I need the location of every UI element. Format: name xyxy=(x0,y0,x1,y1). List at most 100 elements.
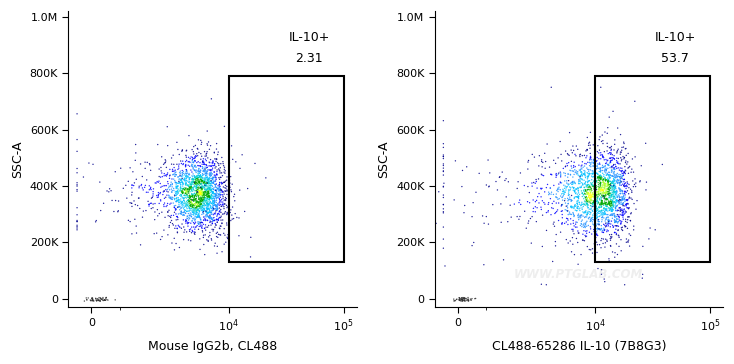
Point xyxy=(196,182,208,188)
Point xyxy=(192,203,203,209)
Point xyxy=(204,171,216,177)
Point xyxy=(209,211,221,217)
Point xyxy=(197,180,209,186)
Point xyxy=(196,184,208,190)
Point xyxy=(572,185,584,191)
Point xyxy=(181,200,193,206)
Point xyxy=(591,209,603,214)
Point xyxy=(586,246,598,252)
Point xyxy=(166,218,178,223)
Point xyxy=(595,205,607,210)
Point xyxy=(94,298,106,304)
Point xyxy=(596,173,608,179)
Point xyxy=(192,153,203,159)
Point xyxy=(585,197,597,203)
Point xyxy=(208,206,219,212)
Point xyxy=(603,114,615,120)
Point xyxy=(197,167,209,173)
Point xyxy=(205,163,217,169)
Point xyxy=(608,183,620,189)
Point xyxy=(530,177,542,182)
Point xyxy=(196,219,208,225)
Point xyxy=(169,197,181,202)
Point xyxy=(601,187,613,193)
Point xyxy=(222,232,234,238)
Point xyxy=(566,198,578,203)
Point xyxy=(211,219,223,225)
Point xyxy=(158,183,170,189)
Point xyxy=(584,145,596,151)
Point xyxy=(561,180,573,186)
Point xyxy=(177,204,189,210)
Point xyxy=(585,184,597,190)
Point xyxy=(566,198,578,203)
Point xyxy=(612,178,624,183)
Point xyxy=(585,153,597,159)
Point xyxy=(215,202,227,207)
Point xyxy=(597,194,608,199)
Point xyxy=(184,171,195,177)
Point xyxy=(209,173,221,179)
Point xyxy=(599,183,611,189)
Point xyxy=(200,189,211,195)
Point xyxy=(437,165,449,171)
Point xyxy=(203,181,214,187)
Point xyxy=(199,176,211,182)
Point xyxy=(595,176,607,182)
Point xyxy=(209,177,221,183)
Point xyxy=(610,203,622,209)
Point xyxy=(591,170,603,176)
Point xyxy=(204,179,216,185)
Point xyxy=(596,209,608,215)
Point xyxy=(211,202,223,208)
Point xyxy=(208,200,219,206)
Point xyxy=(593,209,605,214)
Point xyxy=(589,191,601,197)
Point xyxy=(210,208,222,214)
Point xyxy=(590,190,602,195)
Point xyxy=(606,205,618,211)
Point xyxy=(169,205,181,210)
Point xyxy=(604,193,616,199)
Point xyxy=(608,183,619,189)
Point xyxy=(168,162,180,167)
Point xyxy=(606,212,618,218)
Point xyxy=(200,181,211,187)
Point xyxy=(585,217,597,223)
Point xyxy=(592,174,603,180)
Point xyxy=(609,205,621,210)
Point xyxy=(95,295,106,301)
Point xyxy=(612,216,624,222)
Point xyxy=(176,199,188,205)
Point xyxy=(184,163,195,169)
Point xyxy=(215,213,227,219)
Point xyxy=(567,226,579,232)
Point xyxy=(565,221,577,227)
Point xyxy=(181,201,193,207)
Point xyxy=(608,177,620,182)
Point xyxy=(200,198,211,204)
Point xyxy=(213,192,225,198)
Point xyxy=(591,178,603,184)
Point xyxy=(565,198,577,204)
Point xyxy=(619,224,631,230)
Point xyxy=(569,252,581,257)
Point xyxy=(178,224,189,230)
Point xyxy=(611,198,623,204)
Point xyxy=(572,204,584,210)
Point xyxy=(597,190,609,196)
Point xyxy=(574,215,586,221)
Point xyxy=(217,211,228,217)
Point xyxy=(202,207,214,213)
Point xyxy=(576,194,588,199)
Point xyxy=(591,198,603,203)
Point xyxy=(179,207,191,213)
Point xyxy=(189,197,201,203)
Point xyxy=(200,189,211,194)
Point xyxy=(604,202,616,208)
Point xyxy=(189,218,200,223)
Point xyxy=(170,169,182,175)
Point xyxy=(590,223,602,229)
Point xyxy=(206,216,217,222)
Point xyxy=(197,229,208,235)
